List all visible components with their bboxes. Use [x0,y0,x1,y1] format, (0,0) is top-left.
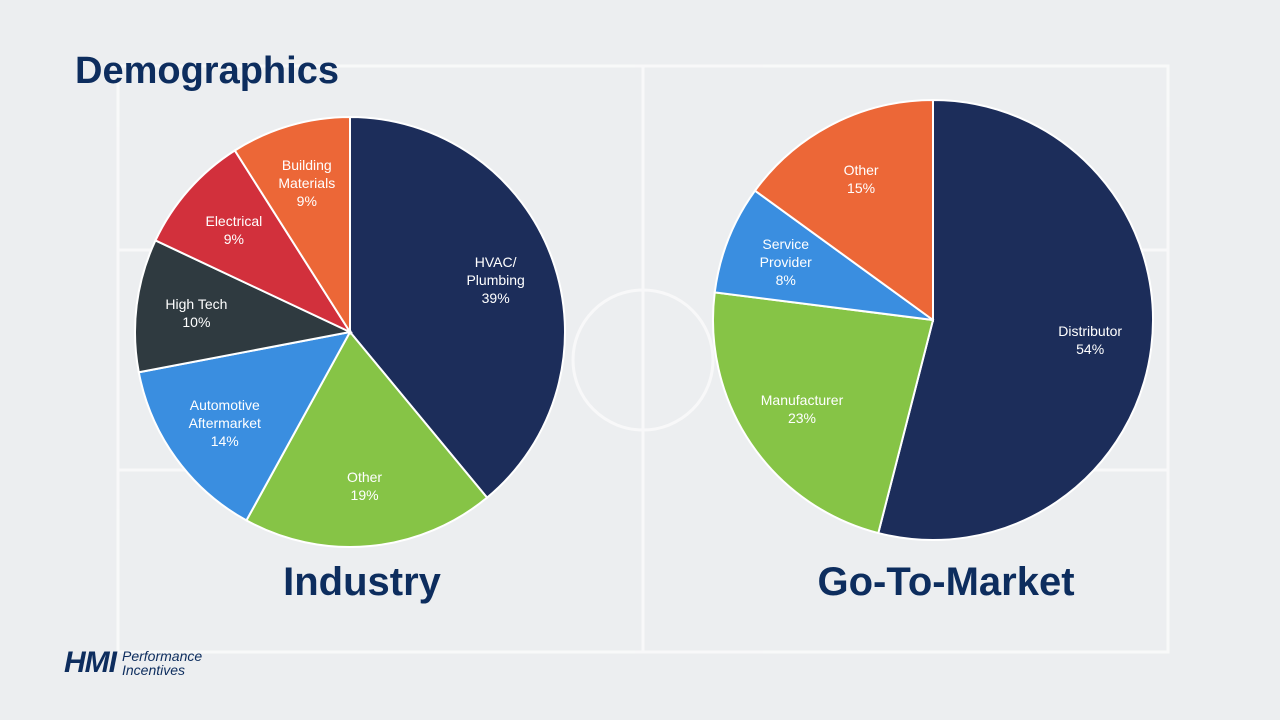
logo-text: Performance Incentives [122,648,203,678]
pie-slice [154,149,353,335]
slice-value: 15% [847,179,876,196]
pie-slice [233,115,351,336]
slice-value: 10% [182,313,211,330]
slice-category: Other [843,161,879,178]
slice-category: Manufacturer [760,392,844,409]
slice-label: HVAC/ Plumbing 39% [466,253,524,307]
pie-slice [877,98,1154,541]
slice-category: Automotive Aftermarket [188,396,261,431]
logo-mark: HMI [64,646,117,679]
slice-label: Other 15% [844,161,879,197]
slice-category: Distributor [1058,322,1123,339]
pie-slice [137,330,352,522]
slice-label: Building Materials 9% [278,156,335,210]
slice-value: 19% [350,487,379,504]
slice-value: 39% [481,289,510,306]
slice-value: 14% [210,432,239,449]
pie-slice [349,115,566,500]
pie-slice [753,98,934,322]
slice-category: Other [347,469,383,486]
slice-category: Electrical [205,212,263,229]
slice-label: Other 19% [347,468,382,504]
slice-label: Electrical 9% [205,212,262,248]
slice-category: Building Materials [278,157,336,192]
slice-value: 54% [1076,340,1105,357]
slice-category: HVAC/ Plumbing [466,253,525,288]
slice-category: High Tech [165,295,228,312]
pie-title: Industry [283,560,441,604]
slice-label: Distributor 54% [1058,322,1122,358]
slice-category: Service Provider [759,235,812,270]
slice-label: High Tech 10% [165,295,227,331]
slice-value: 8% [775,271,796,288]
slice-label: Automotive Aftermarket 14% [189,396,261,450]
pie-slice [713,189,934,321]
slice-value: 23% [787,410,816,427]
pie-slice [134,239,354,374]
logo: HMI Performance Incentives [64,646,202,680]
slide-title: Demographics [75,50,339,92]
slice-value: 9% [296,193,317,210]
slice-label: Manufacturer 23% [761,391,843,427]
slice-label: Service Provider 8% [760,235,812,289]
slice-value: 9% [223,230,244,247]
pie-slice [245,330,489,548]
pie-title: Go-To-Market [817,560,1075,604]
pie-slice [712,291,935,535]
